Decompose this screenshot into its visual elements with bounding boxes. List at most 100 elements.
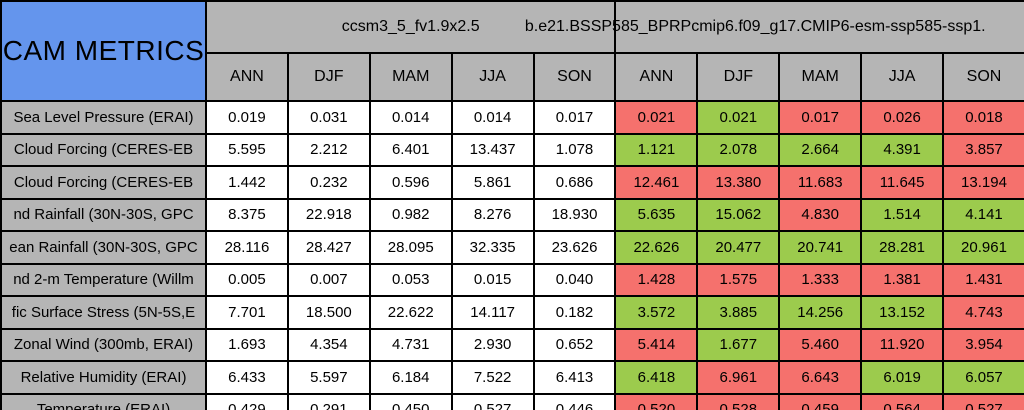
baseline-value-cell: 18.930 xyxy=(532,197,617,232)
table-title: CAM METRICS xyxy=(0,0,207,102)
test-value-cell: 15.062 xyxy=(696,197,781,232)
test-value-cell: 3.857 xyxy=(942,132,1024,167)
baseline-value-cell: 13.437 xyxy=(450,132,535,167)
metric-row: Cloud Forcing (CERES-EB 5.595 2.212 6.401 13… xyxy=(0,132,1024,167)
metric-row: Zonal Wind (300mb, ERAI) 1.693 4.354 4.731 2… xyxy=(0,327,1024,362)
test-value-cell: 0.459 xyxy=(778,392,863,410)
test-value-cell: 28.281 xyxy=(860,230,945,265)
test-value-cell: 13.194 xyxy=(942,165,1024,200)
metric-row-label: fic Surface Stress (5N-5S,E xyxy=(0,295,207,330)
metric-row-label: Cloud Forcing (CERES-EB xyxy=(0,132,207,167)
season-header-djf-test: DJF xyxy=(696,52,781,102)
baseline-value-cell: 0.007 xyxy=(286,262,371,297)
test-value-cell: 1.514 xyxy=(860,197,945,232)
baseline-value-cell: 0.652 xyxy=(532,327,617,362)
test-value-cell: 14.256 xyxy=(778,295,863,330)
test-value-cell: 11.920 xyxy=(860,327,945,362)
metric-row-label: Relative Humidity (ERAI) xyxy=(0,360,207,395)
season-header-jja-test: JJA xyxy=(860,52,945,102)
baseline-value-cell: 5.861 xyxy=(450,165,535,200)
season-header-mam-test: MAM xyxy=(778,52,863,102)
test-value-cell: 1.575 xyxy=(696,262,781,297)
test-value-cell: 11.683 xyxy=(778,165,863,200)
baseline-value-cell: 6.184 xyxy=(368,360,453,395)
baseline-value-cell: 0.291 xyxy=(286,392,371,410)
baseline-value-cell: 1.442 xyxy=(205,165,289,200)
baseline-value-cell: 0.005 xyxy=(205,262,289,297)
metric-row-label: Sea Level Pressure (ERAI) xyxy=(0,100,207,135)
metric-row-label: nd 2-m Temperature (Willm xyxy=(0,262,207,297)
test-value-cell: 6.019 xyxy=(860,360,945,395)
baseline-value-cell: 6.401 xyxy=(368,132,453,167)
baseline-value-cell: 0.686 xyxy=(532,165,617,200)
metric-row: fic Surface Stress (5N-5S,E 7.701 18.500 22… xyxy=(0,295,1024,330)
metric-row: nd 2-m Temperature (Willm 0.005 0.007 0.053… xyxy=(0,262,1024,297)
test-value-cell: 3.572 xyxy=(614,295,699,330)
baseline-value-cell: 0.019 xyxy=(205,100,289,135)
test-value-cell: 1.381 xyxy=(860,262,945,297)
test-value-cell: 1.121 xyxy=(614,132,699,167)
season-header-mam-baseline: MAM xyxy=(368,52,453,102)
test-value-cell: 20.477 xyxy=(696,230,781,265)
baseline-value-cell: 1.693 xyxy=(205,327,289,362)
test-value-cell: 22.626 xyxy=(614,230,699,265)
baseline-value-cell: 0.014 xyxy=(450,100,535,135)
test-value-cell: 4.830 xyxy=(778,197,863,232)
baseline-value-cell: 0.182 xyxy=(532,295,617,330)
test-value-cell: 13.380 xyxy=(696,165,781,200)
baseline-value-cell: 14.117 xyxy=(450,295,535,330)
test-value-cell: 0.017 xyxy=(778,100,863,135)
test-value-cell: 6.643 xyxy=(778,360,863,395)
metric-row: nd Rainfall (30N-30S, GPC 8.375 22.918 0.98… xyxy=(0,197,1024,232)
metric-row-label: Cloud Forcing (CERES-EB xyxy=(0,165,207,200)
baseline-value-cell: 6.433 xyxy=(205,360,289,395)
test-value-cell: 4.141 xyxy=(942,197,1024,232)
baseline-value-cell: 5.597 xyxy=(286,360,371,395)
baseline-value-cell: 8.375 xyxy=(205,197,289,232)
baseline-value-cell: 0.527 xyxy=(450,392,535,410)
test-value-cell: 4.743 xyxy=(942,295,1024,330)
baseline-value-cell: 0.015 xyxy=(450,262,535,297)
metric-row-label: ean Rainfall (30N-30S, GPC xyxy=(0,230,207,265)
metric-row: Temperature (ERAI) 0.429 0.291 0.450 0.527 0.… xyxy=(0,392,1024,410)
season-header-ann-baseline: ANN xyxy=(205,52,289,102)
test-value-cell: 1.428 xyxy=(614,262,699,297)
test-value-cell: 3.954 xyxy=(942,327,1024,362)
baseline-value-cell: 0.429 xyxy=(205,392,289,410)
group-header-test-run: b.e21.BSSP585_BPRPcmip6.f09_g17.CMIP6-es… xyxy=(525,0,1024,54)
test-value-cell: 12.461 xyxy=(614,165,699,200)
metric-row-label: Zonal Wind (300mb, ERAI) xyxy=(0,327,207,362)
baseline-run-label: ccsm3_5_fv1.9x2.5 xyxy=(341,18,480,35)
baseline-value-cell: 2.930 xyxy=(450,327,535,362)
season-header-row: ANN DJF MAM JJA SON ANN DJF MAM JJA SON xyxy=(1,52,1024,102)
group-header-row: CAM METRICS ccsm3_5_fv1.9x2.5 b.e21.BSSP… xyxy=(0,0,1024,102)
baseline-value-cell: 28.095 xyxy=(368,230,453,265)
baseline-value-cell: 0.014 xyxy=(368,100,453,135)
metric-row-label: Temperature (ERAI) xyxy=(0,392,207,410)
test-value-cell: 3.885 xyxy=(696,295,781,330)
test-value-cell: 5.414 xyxy=(614,327,699,362)
test-value-cell: 5.460 xyxy=(778,327,863,362)
baseline-value-cell: 28.116 xyxy=(205,230,289,265)
baseline-value-cell: 4.731 xyxy=(368,327,453,362)
group-header-baseline-run: ccsm3_5_fv1.9x2.5 xyxy=(204,0,617,54)
test-value-cell: 2.664 xyxy=(778,132,863,167)
test-value-cell: 1.677 xyxy=(696,327,781,362)
baseline-value-cell: 6.413 xyxy=(532,360,617,395)
test-value-cell: 0.026 xyxy=(860,100,945,135)
baseline-value-cell: 0.446 xyxy=(532,392,617,410)
test-value-cell: 2.078 xyxy=(696,132,781,167)
test-value-cell: 0.528 xyxy=(696,392,781,410)
baseline-value-cell: 28.427 xyxy=(286,230,371,265)
season-header-son-baseline: SON xyxy=(532,52,617,102)
metric-row-label: nd Rainfall (30N-30S, GPC xyxy=(0,197,207,232)
metric-row: Relative Humidity (ERAI) 6.433 5.597 6.184 7… xyxy=(0,360,1024,395)
baseline-value-cell: 0.450 xyxy=(368,392,453,410)
test-value-cell: 0.021 xyxy=(614,100,699,135)
test-value-cell: 0.564 xyxy=(860,392,945,410)
test-value-cell: 0.527 xyxy=(942,392,1024,410)
season-header-djf-baseline: DJF xyxy=(286,52,371,102)
baseline-value-cell: 23.626 xyxy=(532,230,617,265)
baseline-value-cell: 8.276 xyxy=(450,197,535,232)
